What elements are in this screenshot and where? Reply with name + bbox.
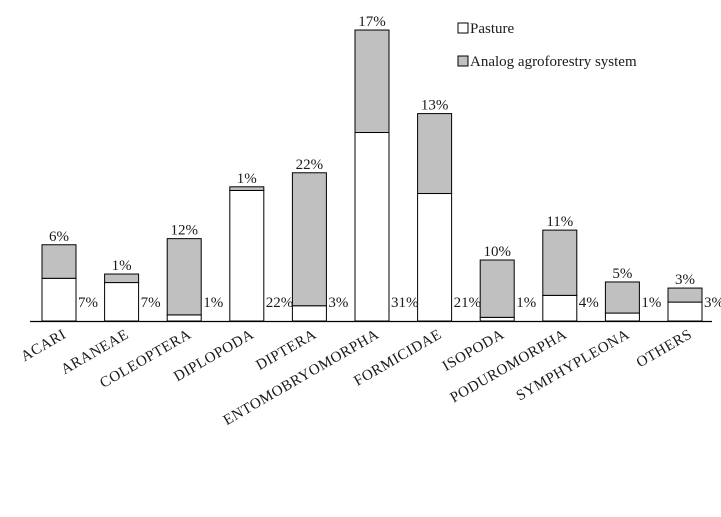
bar-pasture-acari [41, 277, 77, 322]
data-label-pasture-formicidae: 21% [454, 295, 482, 311]
data-label-pasture-diptera: 3% [328, 295, 348, 311]
bar-agroforestry-diplopoda [229, 186, 265, 191]
bar-pasture-symphypleona [604, 312, 640, 322]
bar-agroforestry-araneae [104, 273, 140, 284]
bar-agroforestry-coleoptera [166, 238, 202, 316]
data-label-pasture-symphypleona: 1% [641, 295, 661, 311]
bar-pasture-diptera [291, 305, 327, 322]
bar-agroforestry-symphypleona [604, 281, 640, 314]
data-label-pasture-araneae: 7% [141, 295, 161, 311]
data-label-agroforestry-coleoptera: 12% [170, 223, 198, 239]
data-label-agroforestry-araneae: 1% [112, 258, 132, 274]
bar-pasture-diplopoda [229, 189, 265, 322]
data-label-agroforestry-symphypleona: 5% [612, 266, 632, 282]
data-label-pasture-acari: 7% [78, 295, 98, 311]
bar-agroforestry-others [667, 287, 703, 303]
data-label-pasture-entomobryomorpha: 31% [391, 295, 419, 311]
bar-agroforestry-poduromorpha [542, 229, 578, 296]
category-label-acari: ACARI [18, 327, 69, 365]
bar-agroforestry-entomobryomorpha [354, 29, 390, 134]
data-label-agroforestry-isopoda: 10% [483, 244, 511, 260]
bar-pasture-poduromorpha [542, 294, 578, 322]
bar-agroforestry-diptera [291, 172, 327, 307]
data-label-pasture-isopoda: 1% [516, 295, 536, 311]
category-labels-layer: ACARIARANEAECOLEOPTERADIPLOPODADIPTERAEN… [18, 327, 695, 429]
data-label-agroforestry-others: 3% [675, 272, 695, 288]
data-label-agroforestry-acari: 6% [49, 229, 69, 245]
data-label-agroforestry-entomobryomorpha: 17% [358, 14, 386, 30]
labels-layer: 6% 7% 1% 7% 12% 1% 1% 22% 22% 3% 17% 31% 13% 21% 10% 1%… [49, 14, 721, 311]
legend-swatch-pasture [457, 22, 469, 34]
legend-swatch-agroforestry [457, 55, 469, 67]
data-label-agroforestry-formicidae: 13% [421, 98, 449, 114]
legend-label-agroforestry: Analog agroforestry system [470, 54, 637, 70]
category-label-others: OTHERS [634, 327, 695, 372]
bar-pasture-formicidae [417, 193, 453, 322]
data-label-pasture-poduromorpha: 4% [579, 295, 599, 311]
category-label-symphypleona: SYMPHYPLEONA [514, 327, 633, 405]
bar-pasture-others [667, 301, 703, 322]
bar-pasture-coleoptera [166, 314, 202, 322]
legend: Pasture Analog agroforestry system [457, 21, 637, 70]
data-label-agroforestry-diptera: 22% [296, 157, 324, 173]
bar-agroforestry-isopoda [479, 259, 515, 318]
bar-agroforestry-acari [41, 244, 77, 279]
data-label-pasture-coleoptera: 1% [203, 295, 223, 311]
bar-pasture-isopoda [479, 316, 515, 322]
legend-label-pasture: Pasture [470, 21, 515, 37]
category-label-poduromorpha: PODUROMORPHA [448, 327, 570, 407]
bar-pasture-entomobryomorpha [354, 132, 390, 322]
bars-layer [41, 29, 703, 322]
data-label-pasture-others: 3% [704, 295, 721, 311]
bar-pasture-araneae [104, 282, 140, 322]
data-label-agroforestry-diplopoda: 1% [237, 171, 257, 187]
data-label-agroforestry-poduromorpha: 11% [546, 214, 573, 230]
bar-agroforestry-formicidae [417, 113, 453, 195]
data-label-pasture-diplopoda: 22% [266, 295, 294, 311]
